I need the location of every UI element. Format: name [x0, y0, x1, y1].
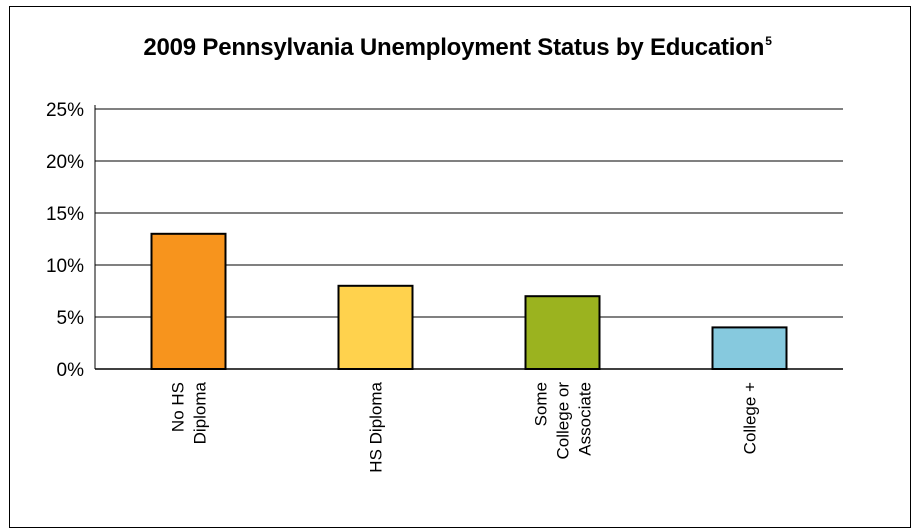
x-tick-label-line: Some: [532, 382, 551, 426]
x-tick-label: Some College or Associate: [532, 382, 595, 460]
y-tick-label: 0%: [57, 360, 85, 381]
x-tick-label: No HS Diploma: [169, 381, 210, 444]
bar: [152, 234, 226, 369]
x-tick-label-line: College +: [741, 382, 760, 454]
y-axis-ticks: 0% 5% 10% 15% 20% 25%: [46, 100, 84, 381]
x-axis-labels: No HS Diploma HS Diploma Some College or Asso…: [169, 381, 760, 472]
x-tick-label-line: No HS: [169, 382, 188, 432]
x-tick-label-line: HS Diploma: [367, 381, 386, 472]
bar: [339, 286, 413, 369]
x-tick-label: HS Diploma: [367, 381, 386, 472]
y-tick-label: 5%: [57, 308, 85, 329]
bar: [526, 296, 600, 369]
bar: [713, 327, 787, 369]
y-tick-label: 15%: [46, 204, 84, 225]
y-tick-label: 20%: [46, 152, 84, 173]
y-tick-label: 25%: [46, 100, 84, 121]
x-tick-label-line: Associate: [576, 382, 595, 456]
bars: [152, 234, 787, 369]
x-tick-label-line: Diploma: [191, 381, 210, 444]
x-tick-label-line: College or: [554, 382, 573, 460]
x-tick-label: College +: [741, 382, 760, 454]
y-tick-label: 10%: [46, 256, 84, 277]
